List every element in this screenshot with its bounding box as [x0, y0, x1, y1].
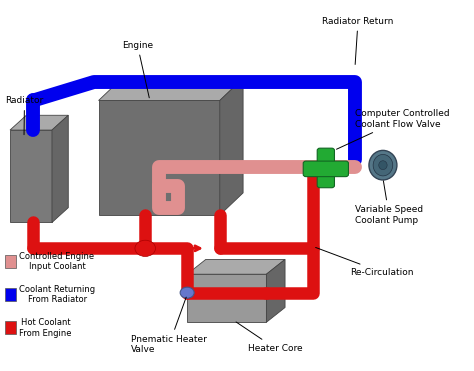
Text: Radiator Return: Radiator Return	[322, 17, 394, 65]
Bar	[5, 255, 16, 268]
Ellipse shape	[369, 150, 397, 180]
Text: Controlled Engine
Input Coolant: Controlled Engine Input Coolant	[19, 252, 94, 271]
Ellipse shape	[379, 161, 387, 170]
Polygon shape	[187, 259, 285, 274]
Text: Coolant Returning
From Radiator: Coolant Returning From Radiator	[19, 285, 95, 304]
Bar	[5, 321, 16, 334]
Circle shape	[135, 240, 155, 256]
Polygon shape	[52, 115, 68, 223]
Text: Pnematic Heater
Valve: Pnematic Heater Valve	[131, 297, 207, 354]
Polygon shape	[187, 274, 266, 322]
Text: Variable Speed
Coolant Pump: Variable Speed Coolant Pump	[355, 181, 423, 225]
Polygon shape	[99, 101, 220, 215]
Polygon shape	[10, 115, 68, 130]
Text: Re-Circulation: Re-Circulation	[316, 247, 414, 277]
Circle shape	[180, 287, 194, 298]
Text: Heater Core: Heater Core	[236, 322, 302, 352]
Bar	[5, 288, 16, 301]
Polygon shape	[10, 130, 52, 223]
FancyBboxPatch shape	[303, 161, 348, 177]
Polygon shape	[220, 78, 243, 215]
Polygon shape	[266, 259, 285, 322]
Text: Engine: Engine	[122, 40, 153, 98]
Text: Computer Controlled
Coolant Flow Valve: Computer Controlled Coolant Flow Valve	[337, 109, 450, 149]
Polygon shape	[99, 78, 243, 101]
Text: Hot Coolant
From Engine: Hot Coolant From Engine	[19, 318, 72, 338]
Text: Radiator: Radiator	[5, 96, 44, 135]
FancyBboxPatch shape	[317, 148, 335, 188]
Ellipse shape	[373, 154, 393, 176]
